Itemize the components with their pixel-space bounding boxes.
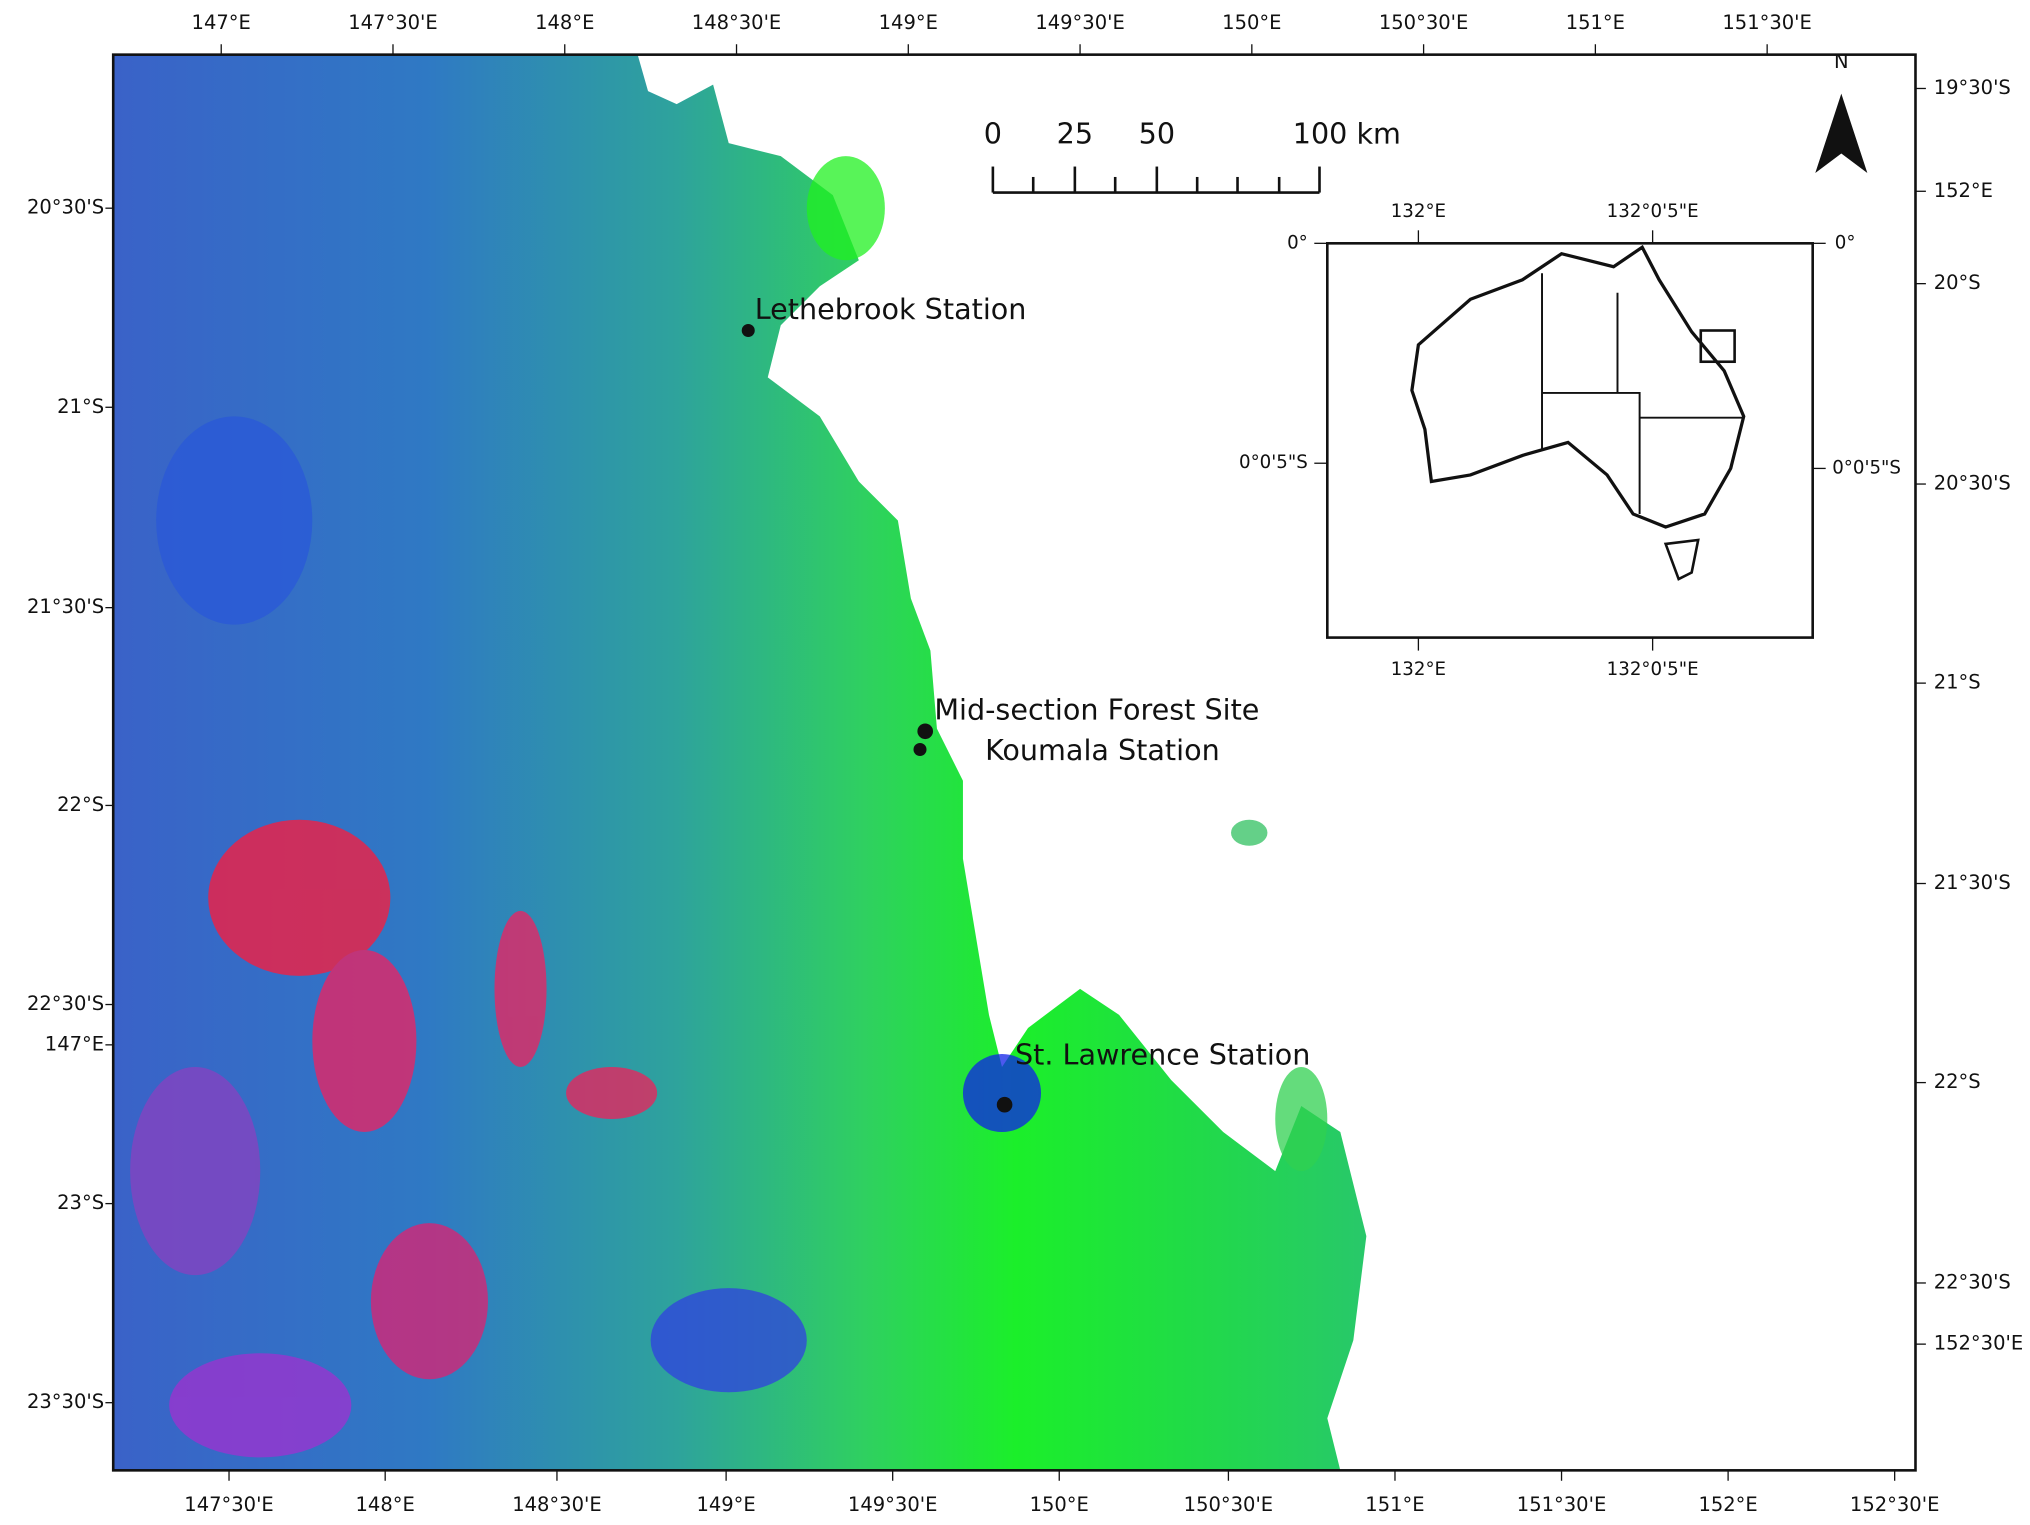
right-axis-label: 21°S [1934, 671, 1981, 694]
left-axis-label: 22°S [57, 793, 104, 816]
left-axis-label: 21°S [57, 395, 104, 418]
inset-map [1326, 242, 1814, 639]
bottom-axis-label: 151°E [1365, 1493, 1424, 1516]
right-axis-label: 22°30'S [1934, 1270, 2011, 1293]
left-axis-label: 23°S [57, 1191, 104, 1214]
top-axis-label: 150°30'E [1379, 11, 1468, 34]
scale-bar [991, 166, 1321, 194]
inset-left-label: 0°0'5"S [1239, 452, 1308, 473]
map-frame [111, 53, 1917, 1472]
land-imagery [113, 54, 1367, 1471]
bottom-axis-label: 149°30'E [848, 1493, 937, 1516]
bottom-axis-label: 150°E [1030, 1493, 1089, 1516]
top-axis-label: 148°30'E [692, 11, 781, 34]
right-axis-label: 20°30'S [1934, 472, 2011, 495]
right-axis-label: 22°S [1934, 1070, 1981, 1093]
bottom-axis-label: 152°30'E [1850, 1493, 1939, 1516]
top-axis-label: 151°E [1566, 11, 1625, 34]
right-axis-label: 21°30'S [1934, 871, 2011, 894]
station-label: Koumala Station [985, 733, 1220, 767]
top-axis-label: 147°E [192, 11, 251, 34]
top-axis-label: 150°E [1222, 11, 1281, 34]
inset-right-label: 0° [1835, 232, 1856, 253]
bottom-axis-label: 149°E [696, 1493, 755, 1516]
station-markers [741, 323, 1013, 1113]
inset-bottom-label: 132°0'5"E [1607, 659, 1699, 680]
north-arrow [1815, 93, 1868, 174]
north-label: N [1834, 50, 1849, 73]
bottom-axis-label: 148°E [356, 1493, 415, 1516]
inset-bottom-label: 132°E [1391, 659, 1446, 680]
right-axis-label: 152°30'E [1934, 1332, 2023, 1355]
left-axis-label: 147°E [45, 1032, 104, 1055]
top-axis-label: 148°E [535, 11, 594, 34]
bottom-axis-label: 151°30'E [1517, 1493, 1606, 1516]
station-label: Mid-section Forest Site [934, 693, 1259, 727]
bottom-axis-label: 152°E [1698, 1493, 1757, 1516]
frame-ticks [105, 44, 1926, 1481]
left-axis-label: 20°30'S [27, 196, 104, 219]
bottom-axis-label: 148°30'E [512, 1493, 601, 1516]
inset-left-label: 0° [1287, 232, 1308, 253]
imagery-patches [130, 156, 1328, 1458]
left-axis-label: 23°30'S [27, 1390, 104, 1413]
bottom-axis-label: 147°30'E [184, 1493, 273, 1516]
top-axis-label: 151°30'E [1722, 11, 1811, 34]
station-label: Lethebrook Station [755, 292, 1027, 326]
scale-label: 100 km [1293, 116, 1401, 150]
scale-label: 50 [1139, 116, 1175, 150]
left-axis-label: 21°30'S [27, 595, 104, 618]
labels: 147°E 147°30'E 148°E 148°30'E 149°E 149°30'E 1… [27, 11, 2023, 1516]
top-axis-label: 147°30'E [348, 11, 437, 34]
bottom-axis-label: 150°30'E [1184, 1493, 1273, 1516]
top-axis-label: 149°30'E [1035, 11, 1124, 34]
scale-label: 0 [984, 116, 1002, 150]
inset-top-label: 132°0'5"E [1607, 201, 1699, 222]
station-label: St. Lawrence Station [1015, 1038, 1310, 1072]
scale-label: 25 [1057, 116, 1093, 150]
right-axis-label: 20°S [1934, 271, 1981, 294]
left-axis-label: 22°30'S [27, 992, 104, 1015]
right-axis-label: 19°30'S [1934, 76, 2011, 99]
top-axis-label: 149°E [879, 11, 938, 34]
inset-right-label: 0°0'5"S [1832, 457, 1901, 478]
right-axis-label: 152°E [1934, 179, 1993, 202]
inset-top-label: 132°E [1391, 201, 1446, 222]
